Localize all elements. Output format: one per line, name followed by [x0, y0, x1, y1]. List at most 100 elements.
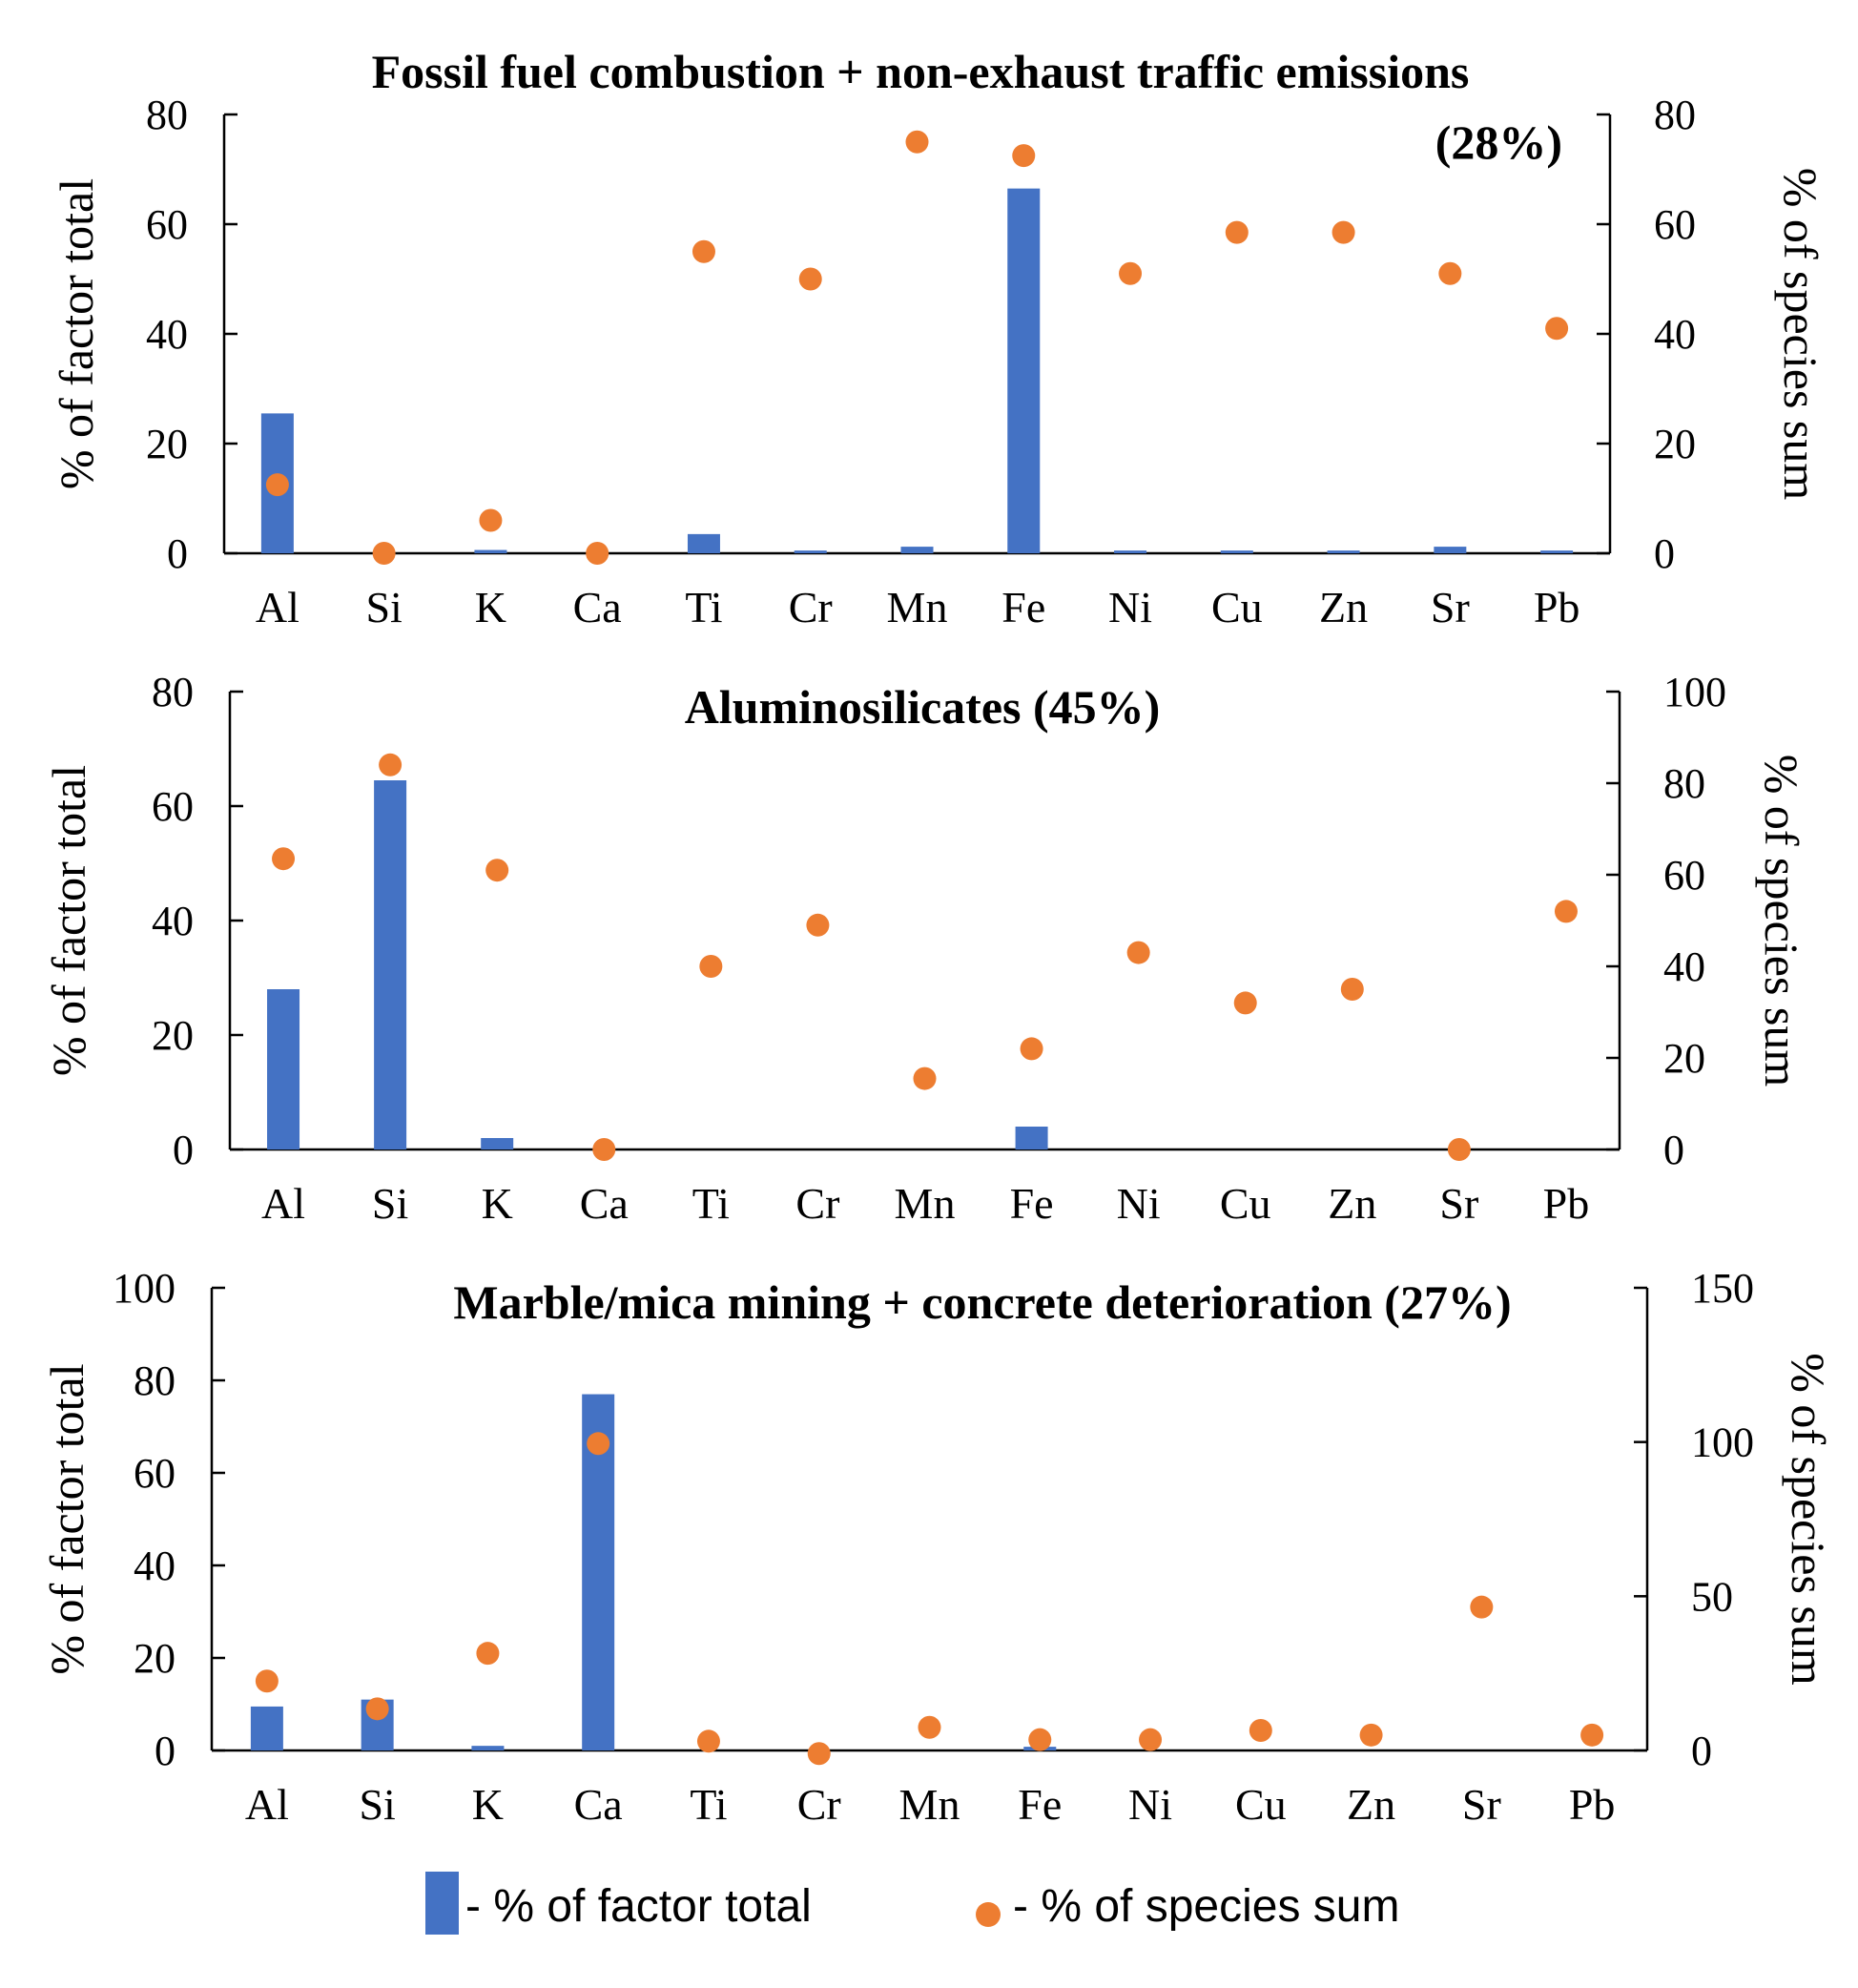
- dot-Zn: [1359, 1723, 1383, 1747]
- dot-Cr: [807, 1742, 831, 1766]
- x-axis-tick-label: K: [472, 1780, 504, 1829]
- bar-Si: [374, 780, 407, 1149]
- legend: - % of factor total - % of species sum: [425, 1872, 1399, 1935]
- dot-Al: [272, 847, 296, 871]
- dot-Sr: [1470, 1595, 1494, 1619]
- dot-Cu: [1233, 991, 1257, 1015]
- left-axis-tick-label: 40: [134, 1543, 175, 1589]
- dot-Sr: [1447, 1138, 1471, 1161]
- x-axis-tick-label: Cu: [1220, 1179, 1271, 1228]
- bar-K: [481, 1138, 514, 1149]
- dot-K: [476, 1642, 500, 1666]
- x-axis-tick-label: Al: [245, 1780, 289, 1829]
- left-axis-tick-label: 80: [152, 669, 194, 715]
- y-axis-label: % of factor total: [42, 765, 95, 1076]
- dot-Zn: [1340, 978, 1364, 1001]
- left-axis-tick-label: 80: [134, 1357, 175, 1404]
- dot-Pb: [1554, 900, 1578, 923]
- dot-Ti: [696, 1729, 720, 1753]
- x-axis-tick-label: Ca: [573, 583, 622, 632]
- chart-panel-2: 0 20 40 60 80 0 20 40 60 80 100 Al Si K Ca Ti Cr Mn Fe Ni Cu…: [42, 669, 1808, 1228]
- bar-Fe: [1007, 188, 1041, 553]
- x-axis-tick-label: Sr: [1462, 1780, 1501, 1829]
- chart-title-line2: (28%): [1435, 115, 1562, 169]
- bar-Cr: [794, 550, 827, 553]
- x-axis-tick-label: Pb: [1569, 1780, 1616, 1829]
- left-axis-tick-label: 100: [113, 1265, 175, 1312]
- right-axis-tick-label: 0: [1691, 1728, 1712, 1774]
- x-axis-tick-label: Zn: [1347, 1780, 1395, 1829]
- x-axis-tick-label: Mn: [895, 1179, 956, 1228]
- dot-Cr: [806, 913, 830, 937]
- right-axis-tick-label: 60: [1663, 852, 1705, 899]
- dot-Ni: [1126, 941, 1150, 964]
- dot-Zn: [1332, 220, 1355, 244]
- left-axis-tick-label: 40: [146, 311, 188, 358]
- left-axis-tick-label: 20: [134, 1635, 175, 1682]
- dot-Cu: [1225, 220, 1249, 244]
- left-axis-tick-label: 80: [146, 92, 188, 138]
- dot-Cr: [798, 267, 822, 291]
- chart-title: Aluminosilicates (45%): [685, 680, 1161, 734]
- dot-Ti: [699, 955, 723, 978]
- bar-K: [474, 549, 507, 553]
- x-axis-tick-label: Ni: [1108, 583, 1152, 632]
- x-axis-tick-label: Pb: [1543, 1179, 1590, 1228]
- right-axis-tick-label: 150: [1691, 1265, 1754, 1312]
- right-axis-tick-label: 40: [1663, 943, 1705, 990]
- x-axis-tick-label: Fe: [1010, 1179, 1054, 1228]
- y-axis-label: % of factor total: [40, 1363, 93, 1674]
- dot-Mn: [905, 130, 929, 154]
- x-axis-tick-label: Fe: [1001, 583, 1045, 632]
- dot-Al: [255, 1669, 279, 1693]
- left-axis-tick-label: 20: [152, 1012, 194, 1059]
- dot-Fe: [1028, 1728, 1052, 1751]
- bar-K: [471, 1746, 505, 1750]
- dot-Ca: [587, 1432, 610, 1456]
- bar-Sr: [1434, 547, 1467, 553]
- legend-bar-label: - % of factor total: [465, 1881, 812, 1932]
- bar-Ni: [1114, 550, 1147, 553]
- x-axis-tick-label: Sr: [1439, 1179, 1478, 1228]
- bar-Pb: [1540, 550, 1574, 553]
- x-axis-tick-label: Ti: [685, 583, 722, 632]
- dot-Al: [265, 473, 289, 497]
- chart-title: Marble/mica mining + concrete deteriorat…: [453, 1275, 1511, 1329]
- x-axis-tick-label: Zn: [1328, 1179, 1376, 1228]
- right-axis-tick-label: 20: [1654, 421, 1696, 467]
- dot-Pb: [1580, 1723, 1604, 1747]
- right-axis-tick-label: 0: [1654, 530, 1675, 577]
- x-axis-tick-label: Sr: [1431, 583, 1470, 632]
- right-axis-tick-label: 40: [1654, 311, 1696, 358]
- dot-Mn: [913, 1066, 937, 1090]
- right-axis-tick-label: 20: [1663, 1035, 1705, 1082]
- x-axis-tick-label: Al: [256, 583, 299, 632]
- dot-Ni: [1119, 261, 1143, 285]
- right-axis-tick-label: 100: [1663, 669, 1726, 715]
- x-axis-tick-label: Si: [359, 1780, 395, 1829]
- x-axis-tick-label: Ni: [1117, 1179, 1161, 1228]
- dot-Cu: [1249, 1718, 1272, 1742]
- bar-Cu: [1220, 550, 1253, 553]
- x-axis-tick-label: K: [482, 1179, 513, 1228]
- dot-Fe: [1012, 144, 1036, 168]
- dot-Ca: [586, 542, 609, 565]
- left-axis-tick-label: 40: [152, 898, 194, 944]
- dot-Ca: [592, 1138, 616, 1161]
- bar-Al: [250, 1706, 283, 1750]
- x-axis-tick-label: Mn: [887, 583, 948, 632]
- bar-Fe: [1015, 1127, 1048, 1149]
- x-axis-tick-label: Cu: [1235, 1780, 1287, 1829]
- dot-Fe: [1020, 1037, 1043, 1061]
- bar-Al: [267, 989, 300, 1149]
- dot-K: [479, 508, 503, 532]
- x-axis-tick-label: Al: [261, 1179, 305, 1228]
- legend-dot-label: - % of species sum: [1013, 1881, 1399, 1932]
- x-axis-tick-label: Ni: [1128, 1780, 1172, 1829]
- bar-Mn: [900, 547, 934, 553]
- chart-panel-3: 0 20 40 60 80 100 0 50 100 150 Al Si K Ca Ti Cr Mn Fe Ni Cu…: [40, 1265, 1835, 1829]
- left-axis-tick-label: 0: [173, 1127, 194, 1173]
- x-axis-tick-label: K: [475, 583, 506, 632]
- dot-Ni: [1139, 1728, 1163, 1751]
